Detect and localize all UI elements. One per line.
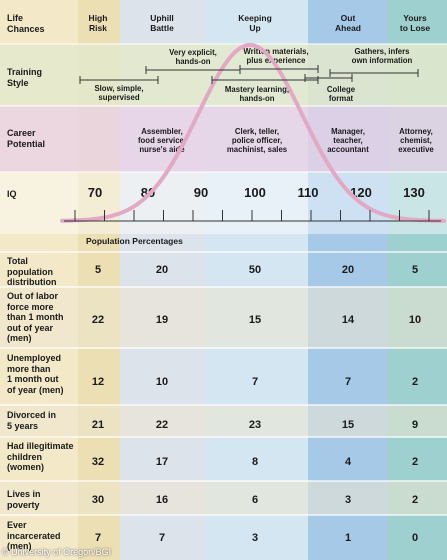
row-0-value-2: 50 [248, 264, 262, 276]
row-0-value-4: 5 [411, 264, 419, 276]
row-1-value-0: 22 [91, 314, 105, 326]
row-3-value-4: 9 [411, 419, 419, 431]
row-0-value-0: 5 [94, 264, 102, 276]
data-row-shade-1 [0, 287, 447, 348]
row-3-value-3: 15 [341, 419, 355, 431]
iq-value-0: 70 [87, 185, 103, 200]
row-6-value-0: 7 [94, 532, 102, 544]
row-label-5: Lives in poverty [7, 489, 41, 510]
row-2-value-4: 2 [411, 376, 419, 388]
training-style-header: Training Style [7, 67, 43, 88]
row-2-value-1: 10 [155, 376, 169, 388]
row-4-value-4: 2 [411, 456, 419, 468]
data-row-shade-3 [0, 405, 447, 437]
row-label-4: Had illegitimate children (women) [7, 441, 74, 472]
training-label-5: College format [326, 85, 356, 103]
row-0-value-3: 20 [341, 264, 355, 276]
iq-value-4: 110 [297, 185, 319, 200]
row-1-value-3: 14 [341, 314, 355, 326]
row-label-2: Unemployed more than 1 month out of year (m… [7, 353, 64, 395]
row-5-value-4: 2 [411, 494, 419, 506]
row-4-value-3: 4 [344, 456, 352, 468]
career-label-1: Clerk, teller, police officer, machinist, … [226, 127, 288, 154]
training-label-0: Slow, simple, supervised [94, 84, 144, 102]
training-label-1: Very explicit, hands-on [169, 48, 217, 66]
row-5-value-2: 6 [251, 494, 259, 506]
life-chances-header: Life Chances [7, 13, 45, 34]
row-1-value-4: 10 [408, 314, 422, 326]
column-header-2: Keeping Up [238, 13, 272, 33]
row-label-6: Ever incarcerated (men) [7, 520, 61, 551]
iq-value-3: 100 [244, 185, 266, 200]
career-label-0: Assembler, food service, nurse's aide [137, 127, 187, 154]
training-label-2: Written materials, plus experience [243, 47, 309, 65]
iq-band [0, 172, 447, 234]
iq-value-6: 130 [403, 185, 425, 200]
row-0-value-1: 20 [155, 264, 169, 276]
career-label-2: Manager, teacher, accountant [327, 127, 369, 154]
row-3-value-2: 23 [248, 419, 262, 431]
row-6-value-3: 1 [344, 532, 352, 544]
column-header-1: Uphill Battle [150, 13, 174, 33]
data-row-shade-5 [0, 481, 447, 515]
career-label-3: Attorney, chemist, executive [398, 127, 434, 154]
row-4-value-2: 8 [251, 456, 259, 468]
iq-value-2: 90 [193, 185, 209, 200]
row-4-value-1: 17 [155, 456, 169, 468]
training-label-4: Mastery learning, hands-on [224, 85, 290, 103]
row-6-value-4: 0 [411, 532, 419, 544]
training-label-3: Gathers, infers own information [351, 47, 413, 65]
career-potential-header: Career Potential [7, 128, 46, 149]
image-credit: © University of Oregon/BGI [2, 547, 112, 557]
iq-header: IQ [7, 189, 17, 199]
row-5-value-1: 16 [155, 494, 169, 506]
row-3-value-1: 22 [155, 419, 169, 431]
row-2-value-2: 7 [251, 376, 259, 388]
column-header-0: High Risk [88, 13, 108, 33]
row-5-value-3: 3 [344, 494, 352, 506]
column-header-4: Yours to Lose [399, 13, 431, 33]
row-label-0: Total population distribution [7, 256, 57, 287]
training-style-band [0, 44, 447, 106]
row-label-1: Out of labor force more than 1 month out of… [7, 291, 64, 343]
career-potential-band [0, 106, 447, 172]
iq-value-5: 120 [350, 185, 372, 200]
row-3-value-0: 21 [91, 419, 105, 431]
bell-curve [60, 42, 446, 223]
row-6-value-1: 7 [158, 532, 166, 544]
population-percentages-heading: Population Percentages [86, 236, 183, 246]
row-1-value-2: 15 [248, 314, 262, 326]
row-5-value-0: 30 [91, 494, 105, 506]
row-6-value-2: 3 [251, 532, 259, 544]
row-4-value-0: 32 [91, 456, 105, 468]
row-label-3: Divorced in 5 years [7, 410, 57, 431]
row-2-value-0: 12 [91, 376, 105, 388]
row-1-value-1: 19 [155, 314, 169, 326]
column-header-3: Out Ahead [335, 13, 361, 33]
row-2-value-3: 7 [344, 376, 352, 388]
